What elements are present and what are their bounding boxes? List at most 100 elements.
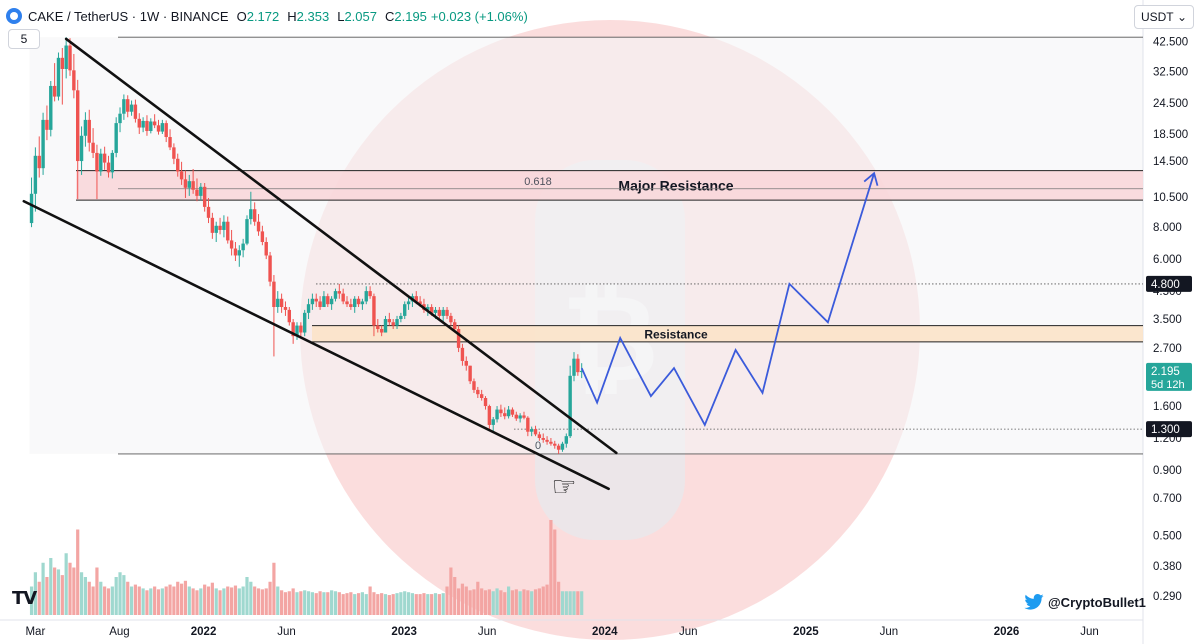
- candle-body: [526, 417, 530, 432]
- candle-body: [179, 171, 184, 180]
- interval-button[interactable]: 5: [8, 29, 40, 49]
- candle-body: [199, 186, 203, 196]
- candle-body: [164, 123, 168, 138]
- candle-body: [233, 248, 238, 256]
- volume-bar: [422, 593, 426, 615]
- volume-bar: [576, 591, 580, 615]
- time-tick-label: Jun: [277, 626, 296, 638]
- tradingview-logo[interactable]: 𝗧𝗩: [12, 588, 37, 608]
- volume-bar: [349, 592, 353, 615]
- volume-bar: [53, 567, 57, 615]
- candle-body: [453, 322, 457, 329]
- time-tick-label: 2024: [592, 626, 618, 638]
- time-tick-label: Jun: [478, 626, 497, 638]
- axis-layer: 42.500 32.500 24.500 18.500 14.500 10.500 8.00…: [25, 37, 1192, 638]
- candle-body: [302, 312, 307, 333]
- candle-body: [445, 309, 449, 316]
- candle-body: [133, 104, 138, 119]
- volume-bar: [303, 590, 307, 615]
- candle-body: [333, 291, 338, 299]
- volume-bar: [179, 583, 184, 615]
- volume-bar: [129, 586, 134, 615]
- candle-body: [114, 123, 118, 153]
- candle-body: [318, 301, 322, 308]
- currency-label: USDT: [1140, 10, 1174, 24]
- price-tick-label: 0.900: [1153, 465, 1182, 477]
- volume-bar: [41, 562, 45, 615]
- price-tick-label: 0.700: [1153, 493, 1182, 505]
- volume-bar: [110, 586, 114, 615]
- ohlc-high: H2.353: [287, 9, 329, 24]
- volume-bar: [333, 591, 338, 615]
- time-tick-label: Jun: [679, 626, 698, 638]
- candle-body: [299, 325, 303, 333]
- candle-body: [191, 181, 195, 190]
- volume-bar: [241, 586, 245, 615]
- volume-bar: [526, 590, 530, 615]
- candle-body: [137, 118, 141, 128]
- time-tick-label: Jun: [1080, 626, 1099, 638]
- volume-bar: [337, 592, 341, 615]
- candle-body: [564, 436, 569, 444]
- volume-bar: [510, 590, 515, 615]
- volume-bar: [145, 590, 149, 615]
- candle-body: [510, 409, 515, 415]
- volume-bar: [441, 593, 445, 615]
- candle-body: [441, 309, 445, 316]
- level-price-badge: [1146, 275, 1192, 292]
- candle-body: [52, 85, 57, 97]
- candle-body: [126, 99, 130, 112]
- volume-bar: [291, 588, 295, 615]
- level-price-badge: [1146, 421, 1192, 438]
- candle-body: [549, 441, 553, 444]
- price-tick-label: 18.500: [1153, 129, 1188, 141]
- candle-body: [106, 162, 111, 173]
- candle-body: [222, 221, 226, 230]
- candle-body: [329, 298, 334, 305]
- currency-button[interactable]: USDT ⌄: [1133, 5, 1194, 29]
- candle-body: [210, 217, 215, 233]
- time-tick-label: 2026: [994, 626, 1020, 638]
- volume-bar: [318, 591, 322, 615]
- volume-bar: [341, 594, 345, 615]
- candle-body: [306, 304, 311, 313]
- candle-body: [256, 221, 261, 232]
- volume-bar: [226, 586, 230, 615]
- time-tick-label: Aug: [109, 626, 129, 638]
- projection-arrowhead: [863, 171, 879, 186]
- candle-body: [291, 322, 295, 337]
- volume-bar: [453, 577, 457, 615]
- volume-bar: [387, 595, 391, 615]
- volume-bar: [218, 590, 222, 615]
- ohlc-low: L2.057: [337, 9, 377, 24]
- candle-body: [379, 328, 384, 333]
- symbol-title[interactable]: CAKE / TetherUS · 1W · BINANCE: [28, 8, 229, 24]
- pointing-hand-icon: ☞: [551, 470, 576, 503]
- volume-bar: [64, 553, 68, 615]
- high-value: 2.353: [296, 8, 330, 24]
- major-resistance-zone: [76, 170, 1143, 201]
- volume-bar: [522, 589, 526, 615]
- candle-body: [514, 414, 518, 419]
- candle-body: [287, 309, 292, 323]
- volume-bar: [314, 593, 318, 615]
- volume-bar: [287, 591, 291, 615]
- time-tick-label: 2025: [793, 626, 819, 638]
- volume-bar: [283, 592, 288, 615]
- volume-bar: [568, 591, 572, 615]
- candle-body: [156, 125, 161, 132]
- volume-bar: [37, 581, 41, 615]
- candle-body: [495, 409, 499, 420]
- volume-bar: [60, 575, 64, 615]
- candle-body: [160, 123, 165, 132]
- volume-bar: [210, 582, 214, 615]
- candle-body: [145, 120, 149, 132]
- volume-bar: [430, 594, 434, 615]
- candle-body: [487, 406, 492, 425]
- volume-bar: [45, 577, 49, 615]
- last-price-badge: [1146, 362, 1192, 391]
- volume-bar: [160, 588, 164, 615]
- ohlc-open: O2.172: [237, 9, 280, 24]
- volume-bar: [380, 593, 384, 615]
